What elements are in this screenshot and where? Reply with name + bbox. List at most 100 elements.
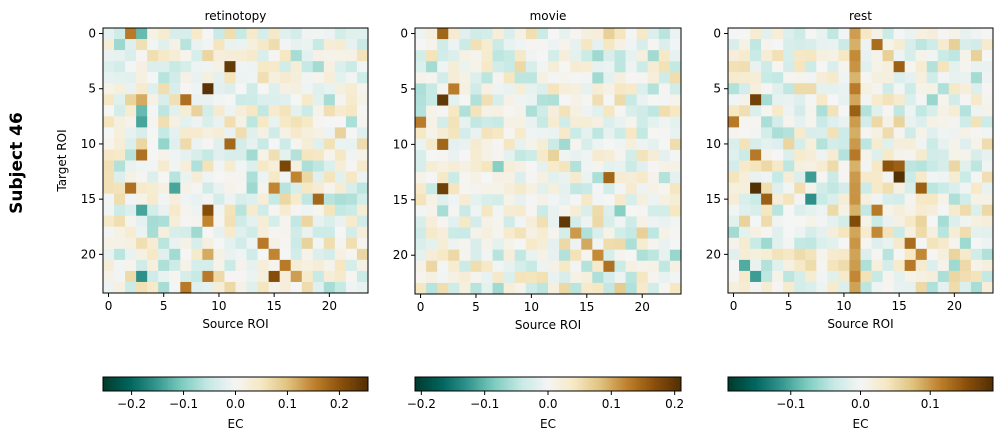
heatmap-cell xyxy=(103,182,115,194)
colorbar-segment xyxy=(610,377,614,391)
heatmap-cell xyxy=(290,226,303,239)
heatmap-cell xyxy=(915,281,928,294)
heatmap-cell xyxy=(345,149,358,161)
colorbar-segment xyxy=(115,377,118,391)
heatmap-cell xyxy=(981,83,994,95)
heatmap-cell xyxy=(147,138,159,150)
heatmap-cell xyxy=(772,149,784,161)
heatmap-cell xyxy=(415,116,427,129)
heatmap-cell xyxy=(536,50,549,62)
heatmap-cell xyxy=(246,105,258,117)
heatmap-cell xyxy=(103,160,115,172)
heatmap-cell xyxy=(904,138,917,150)
heatmap-cell xyxy=(838,193,850,206)
heatmap-cell xyxy=(481,83,493,95)
heatmap-cell xyxy=(114,259,126,272)
heatmap-cell xyxy=(169,138,181,150)
heatmap-cell xyxy=(415,172,427,184)
heatmap-cell xyxy=(437,72,449,84)
heatmap-cell xyxy=(959,94,972,106)
heatmap-cell xyxy=(525,172,538,184)
heatmap-cell xyxy=(312,116,325,128)
heatmap-cell xyxy=(981,61,994,73)
heatmap-cell xyxy=(114,193,126,206)
heatmap-cell xyxy=(536,61,549,73)
heatmap-cell xyxy=(525,249,538,262)
heatmap-cell xyxy=(125,105,137,117)
heatmap-cell xyxy=(636,61,649,73)
colorbar-segment xyxy=(119,377,123,391)
heatmap-cell xyxy=(669,138,682,151)
heatmap-cell xyxy=(301,105,314,117)
heatmap-cell xyxy=(514,183,527,195)
heatmap-cell xyxy=(559,183,571,195)
colorbar-segment xyxy=(567,377,571,391)
heatmap-cell xyxy=(871,94,883,106)
heatmap-cell xyxy=(147,182,159,194)
heatmap-cell xyxy=(301,259,314,272)
heatmap-cell xyxy=(202,83,214,95)
heatmap-cell xyxy=(915,193,928,206)
colorbar-segment xyxy=(281,377,285,391)
colorbar-segment xyxy=(431,377,435,391)
heatmap-cell xyxy=(224,28,236,40)
heatmap-cell xyxy=(103,204,115,217)
heatmap-cell xyxy=(548,249,560,262)
heatmap-cell xyxy=(794,83,806,95)
heatmap-cell xyxy=(136,138,148,150)
heatmap-cell xyxy=(871,193,883,206)
heatmap-cell xyxy=(658,94,671,106)
heatmap-cell xyxy=(492,172,505,184)
heatmap-cell xyxy=(772,215,784,228)
heatmap-cell xyxy=(570,149,582,162)
colorbar-segment xyxy=(286,377,289,391)
heatmap-cell xyxy=(739,237,751,250)
heatmap-cell xyxy=(603,72,615,84)
heatmap-cell xyxy=(838,83,850,95)
heatmap-cell xyxy=(614,282,626,295)
heatmap-cell xyxy=(959,281,972,294)
colorbar-segment xyxy=(579,377,583,391)
heatmap-cell xyxy=(224,182,236,194)
heatmap-cell xyxy=(904,50,917,62)
heatmap-cell xyxy=(147,149,159,161)
heatmap-cell xyxy=(345,259,358,272)
heatmap-cell xyxy=(805,193,817,206)
heatmap-cell xyxy=(581,28,593,40)
heatmap-cell xyxy=(816,160,828,172)
heatmap-cell xyxy=(448,227,460,239)
heatmap-cell xyxy=(882,226,894,239)
heatmap-cell xyxy=(981,182,994,194)
heatmap-cell xyxy=(356,259,369,272)
heatmap-cell xyxy=(481,61,493,73)
heatmap-cell xyxy=(783,61,795,73)
heatmap-cell xyxy=(301,215,314,228)
colorbar-segment xyxy=(853,377,857,391)
heatmap-cell xyxy=(114,171,126,183)
heatmap-cell xyxy=(647,161,660,173)
heatmap-cell xyxy=(636,72,649,84)
heatmap-cell xyxy=(915,127,928,139)
heatmap-cell xyxy=(614,238,626,251)
heatmap-cell xyxy=(559,149,571,162)
heatmap-cell xyxy=(838,204,850,217)
heatmap-cell xyxy=(235,270,247,283)
heatmap-cell xyxy=(838,182,850,194)
heatmap-cell xyxy=(893,83,906,95)
heatmap-cell xyxy=(213,61,225,73)
heatmap-cell xyxy=(448,28,460,40)
heatmap-cell xyxy=(625,149,638,162)
heatmap-cell xyxy=(882,105,894,117)
colorbar-segment xyxy=(477,377,481,391)
colorbar-segment xyxy=(785,377,789,391)
heatmap-cell xyxy=(669,39,682,51)
heatmap-cell xyxy=(816,193,828,206)
heatmap-cell xyxy=(783,94,795,106)
heatmap-cell xyxy=(448,161,460,173)
heatmap-cell xyxy=(772,237,784,250)
heatmap-cell xyxy=(492,238,505,251)
colorbar-segment xyxy=(625,377,629,391)
heatmap-cell xyxy=(783,281,795,294)
heatmap-cell xyxy=(658,50,671,62)
heatmap-cell xyxy=(761,193,773,206)
